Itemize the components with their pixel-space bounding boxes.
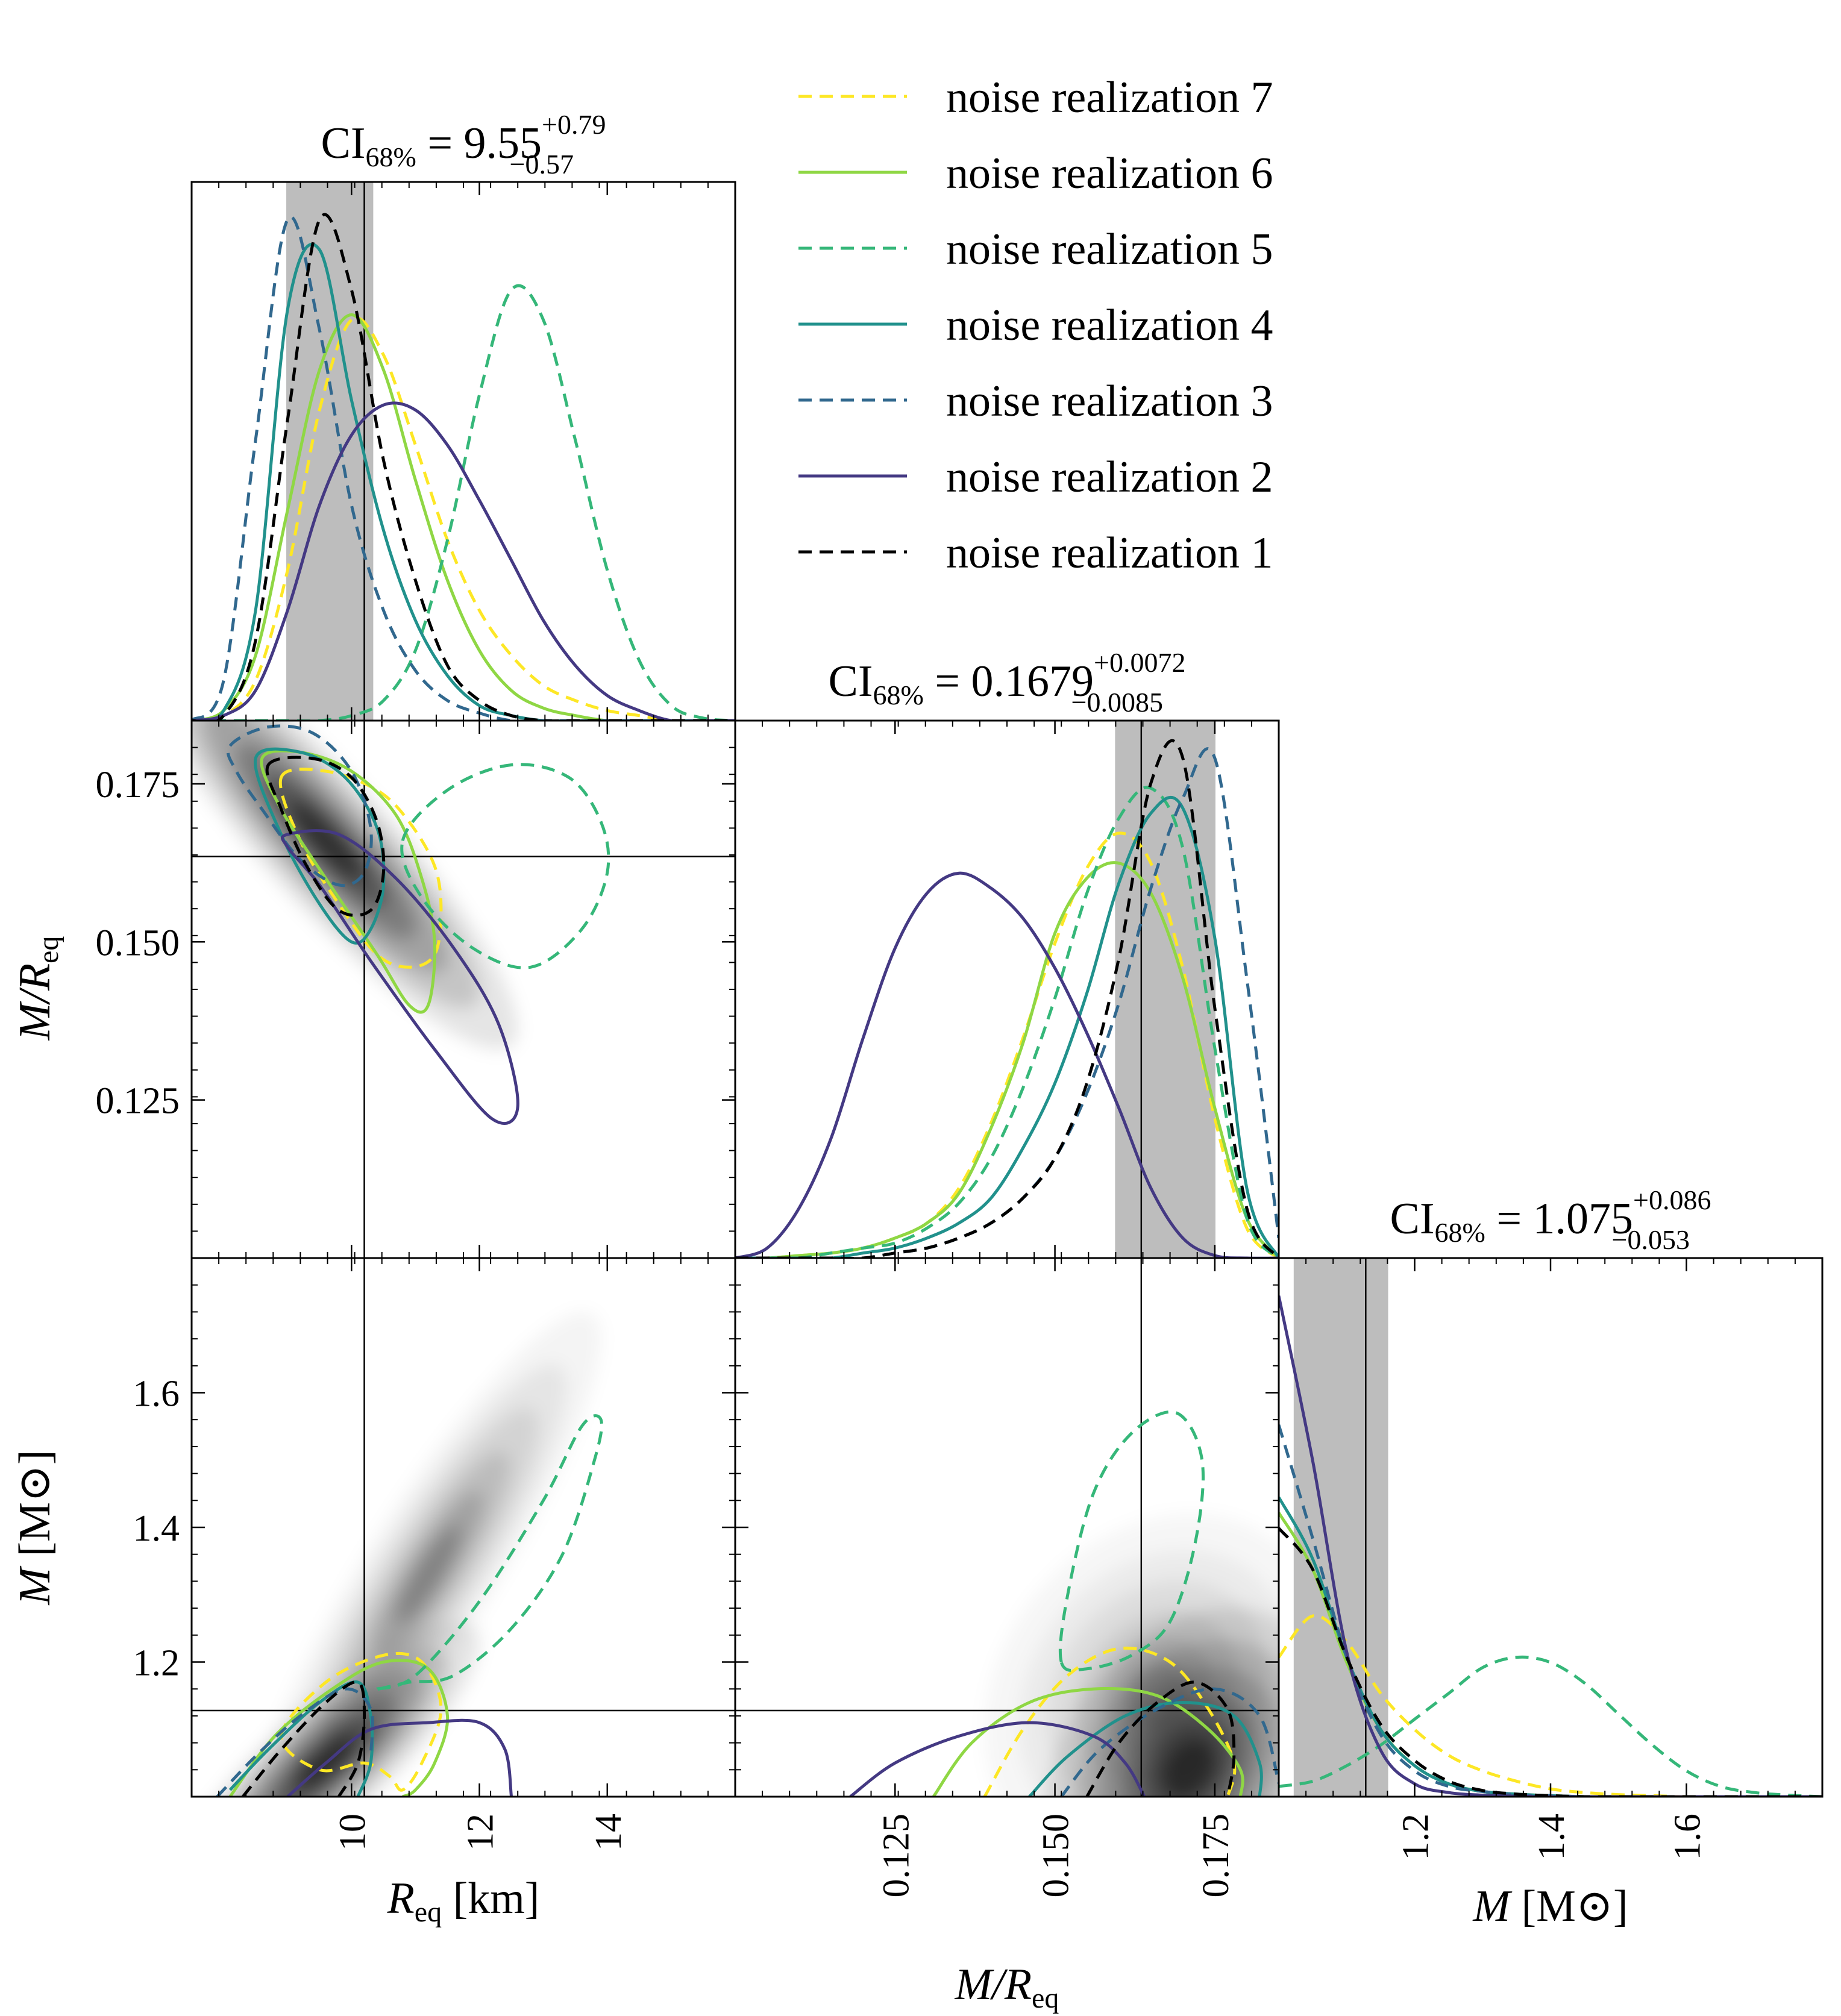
compactness-vs-radius-y-tick-label: 0.175 <box>96 765 180 806</box>
radius-marginal-curve-noise-realization-3 <box>192 215 735 721</box>
legend-label-1: noise realization 1 <box>946 528 1273 578</box>
mass-vs-compactness-contour-noise-realization-7 <box>983 1646 1237 1797</box>
mass-marginal-x-tick-label: 1.6 <box>1667 1814 1708 1861</box>
mass-vs-compactness-x-tick-label: 0.125 <box>876 1814 917 1898</box>
compactness-vs-radius-contour-noise-realization-1 <box>265 756 386 917</box>
mass-vs-compactness-contour-noise-realization-5 <box>1058 1410 1205 1672</box>
mass-marginal-curve-noise-realization-3 <box>1279 1424 1822 1797</box>
x-axis-label-mass: M [M⊙] <box>1472 1882 1628 1931</box>
mass-vs-radius-contour-noise-realization-7 <box>280 1651 443 1792</box>
compactness-marginal-curves <box>735 739 1279 1258</box>
mass-marginal-curve-noise-realization-1 <box>1279 1527 1822 1797</box>
compactness-marginal-curve-noise-realization-2 <box>735 871 1279 1258</box>
mass-vs-radius-contour-noise-realization-4 <box>228 1680 374 1797</box>
mass-vs-radius-y-tick-label: 1.2 <box>133 1643 180 1684</box>
panel-compactness-marginal <box>734 719 1280 1259</box>
x-axis-label-radius: Req [km] <box>387 1874 540 1928</box>
mass-vs-compactness-contour-noise-realization-6 <box>932 1687 1244 1797</box>
compactness-marginal-curve-noise-realization-5 <box>735 786 1279 1258</box>
radius-marginal-curve-noise-realization-2 <box>192 401 735 721</box>
radius-marginal-curves <box>192 213 735 721</box>
compactness-vs-radius-contour-noise-realization-6 <box>260 749 437 1014</box>
compactness-vs-radius-y-tick-label: 0.150 <box>96 922 180 963</box>
mass-vs-radius-x-tick-label: 12 <box>460 1814 501 1851</box>
mass-marginal-curve-noise-realization-7 <box>1279 1614 1822 1797</box>
compactness-vs-radius-contour-noise-realization-4 <box>253 747 386 945</box>
mass-vs-compactness-contour-noise-realization-2 <box>849 1721 1146 1797</box>
mass-vs-radius-x-tick-label: 14 <box>588 1814 629 1851</box>
y-axis-label-compactness: M/Req <box>10 936 64 1041</box>
legend-item-2: noise realization 2 <box>798 452 1273 502</box>
panel-mass-vs-radius: 1.2 1.4 1.6 10 12 14 <box>133 1257 736 1851</box>
compactness-vs-radius-density-level <box>290 802 362 879</box>
radius-marginal-curve-noise-realization-6 <box>192 313 735 721</box>
mass-vs-radius-y-tick-label: 1.4 <box>133 1508 180 1549</box>
mass-vs-radius-contour-noise-realization-6 <box>228 1659 450 1797</box>
legend-label-4: noise realization 4 <box>946 301 1273 350</box>
mass-vs-radius-content <box>192 1258 735 1797</box>
mass-vs-compactness-contour-noise-realization-1 <box>1085 1680 1236 1797</box>
mass-vs-radius-contour-noise-realization-1 <box>241 1680 366 1797</box>
panel-radius-marginal <box>190 181 736 722</box>
legend-label-2: noise realization 2 <box>946 452 1273 502</box>
compactness-marginal-curve-noise-realization-3 <box>735 747 1279 1258</box>
radius-marginal-curve-noise-realization-7 <box>192 316 735 721</box>
legend-item-4: noise realization 4 <box>798 301 1273 350</box>
x-axis-label-compactness: M/Req <box>955 1960 1059 2014</box>
mass-vs-compactness-content <box>735 1258 1279 1797</box>
legend-item-1: noise realization 1 <box>798 528 1273 578</box>
mass-vs-radius-y-tick-label: 1.6 <box>133 1374 180 1415</box>
mass-vs-radius-density-level <box>397 1526 460 1623</box>
mass-vs-compactness-contour-noise-realization-3 <box>1060 1687 1279 1797</box>
mass-vs-compactness-x-tick-label: 0.150 <box>1036 1814 1077 1898</box>
compactness-marginal-ci-band <box>1115 721 1215 1258</box>
mass-vs-radius-x-tick-label: 10 <box>332 1814 373 1851</box>
legend-item-3: noise realization 3 <box>798 377 1273 426</box>
compactness-vs-radius-y-tick-label: 0.125 <box>96 1081 180 1122</box>
legend-label-6: noise realization 6 <box>946 149 1273 198</box>
mass-vs-compactness-contour-noise-realization-4 <box>1028 1701 1263 1797</box>
panel-mass-marginal: 1.2 1.4 1.6 <box>1278 1257 1824 1861</box>
legend-label-5: noise realization 5 <box>946 225 1273 274</box>
mass-vs-radius-contour-noise-realization-5 <box>375 1414 603 1691</box>
ci-title-radius: CI68% = 9.55+0.79 −0.57 <box>321 109 606 180</box>
legend: noise realization 7 noise realization 6 … <box>798 73 1273 578</box>
mass-marginal-x-tick-label: 1.2 <box>1396 1814 1437 1861</box>
radius-marginal-curve-noise-realization-1 <box>192 213 735 721</box>
radius-marginal-curve-noise-realization-4 <box>192 243 735 721</box>
compactness-vs-radius-contour-noise-realization-2 <box>281 829 519 1125</box>
panel-compactness-vs-radius: 0.125 0.150 0.175 <box>96 719 736 1259</box>
legend-item-7: noise realization 7 <box>798 73 1273 122</box>
mass-vs-radius-contour-noise-realization-3 <box>216 1687 374 1797</box>
mass-marginal-x-tick-label: 1.4 <box>1531 1814 1572 1861</box>
panel-mass-vs-compactness: 0.125 0.150 0.175 <box>734 1257 1280 1898</box>
radius-marginal-curve-noise-realization-5 <box>192 284 735 721</box>
mass-vs-radius-density <box>192 1312 601 1797</box>
legend-label-3: noise realization 3 <box>946 377 1273 426</box>
y-axis-label-mass: M [M⊙] <box>10 1450 60 1605</box>
compactness-vs-radius-contour-noise-realization-5 <box>400 763 610 969</box>
compactness-vs-radius-content <box>192 721 735 1258</box>
legend-label-7: noise realization 7 <box>946 73 1273 122</box>
mass-vs-radius-contour-noise-realization-2 <box>286 1718 513 1797</box>
ci-title-compactness: CI68% = 0.1679+0.0072 −0.0085 <box>828 647 1185 718</box>
legend-item-5: noise realization 5 <box>798 225 1273 274</box>
mass-vs-compactness-x-tick-label: 0.175 <box>1196 1814 1237 1898</box>
ci-title-mass: CI68% = 1.075+0.086 −0.053 <box>1390 1185 1711 1255</box>
compactness-marginal-curve-noise-realization-4 <box>735 795 1279 1258</box>
legend-item-6: noise realization 6 <box>798 149 1273 198</box>
